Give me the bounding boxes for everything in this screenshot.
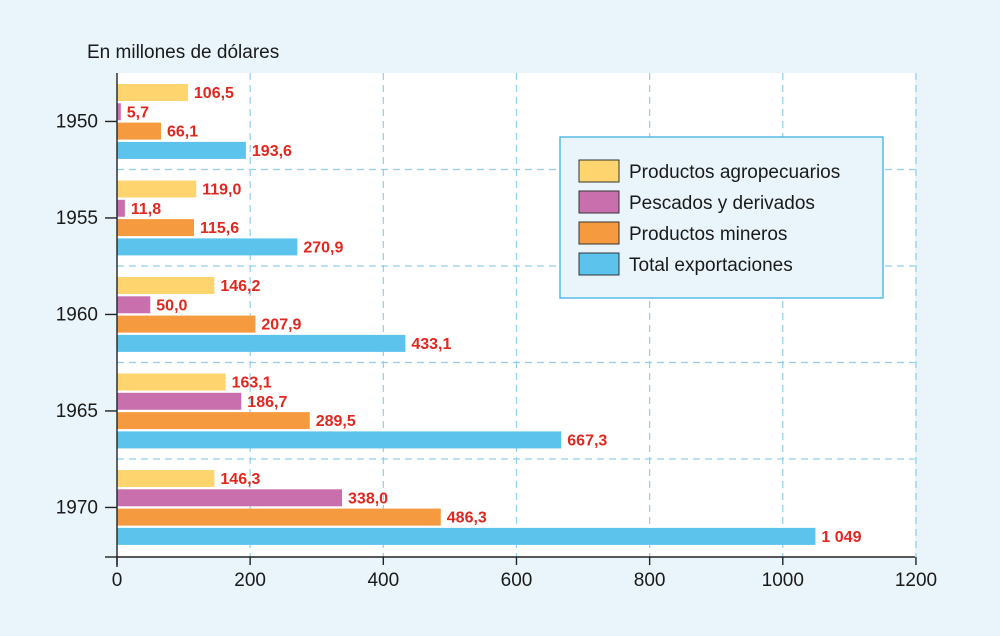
y-tick-label: 1965: [56, 401, 98, 422]
axes: 1950 1955 1960 1965 1970 0 200 400 600 800 1000 120…: [56, 73, 937, 591]
data-label: 50,0: [156, 297, 187, 314]
data-label: 11,8: [131, 201, 161, 218]
x-tick-label: 400: [367, 570, 399, 591]
y-tick-label: 1970: [56, 497, 98, 518]
legend-swatch: [578, 252, 620, 276]
data-label: 119,0: [202, 182, 241, 199]
bar: [117, 103, 121, 121]
bar: [117, 392, 242, 410]
bar: [117, 296, 151, 314]
data-label: 486,3: [447, 510, 487, 527]
unit-label: En millones de dólares: [87, 42, 279, 63]
legend-label: Pescados y derivados: [629, 193, 815, 214]
data-label: 193,6: [252, 143, 292, 160]
bars: [117, 84, 816, 545]
bar: [117, 277, 215, 294]
data-label: 5,7: [127, 104, 149, 121]
legend-swatch: [578, 159, 620, 183]
bar: [117, 334, 406, 352]
y-tick-label: 1955: [56, 208, 98, 229]
legend-label: Productos mineros: [629, 224, 787, 245]
data-label: 106,5: [194, 85, 234, 102]
data-label: 667,3: [567, 432, 607, 449]
value-labels: 106,5 5,7 66,1 193,6 119,0 11,8 115,6 270,9 146,…: [127, 85, 862, 546]
bar: [117, 508, 441, 526]
legend: Productos agropecuarios Pescados y deriva…: [559, 136, 884, 299]
bar: [117, 373, 226, 391]
data-label: 186,7: [247, 394, 287, 411]
data-label: 115,6: [200, 220, 239, 237]
x-tick-label: 800: [634, 570, 666, 591]
data-label: 1 049: [821, 529, 861, 546]
data-label: 289,5: [316, 413, 356, 430]
data-label: 163,1: [232, 375, 272, 392]
grid-lines: [117, 73, 917, 557]
x-tick-label: 200: [234, 570, 266, 591]
bar: [117, 238, 298, 256]
bar: [117, 470, 215, 487]
bar: [117, 315, 256, 333]
bar: [117, 122, 162, 140]
data-label: 146,3: [220, 471, 260, 488]
data-label: 433,1: [411, 336, 451, 353]
bar: [117, 180, 197, 198]
data-label: 66,1: [167, 124, 198, 141]
x-tick-label: 1000: [762, 570, 804, 591]
data-label: 338,0: [348, 490, 388, 507]
bar: [117, 527, 816, 545]
bar: [117, 412, 310, 430]
legend-label: Productos agropecuarios: [629, 162, 840, 183]
data-label: 270,9: [303, 239, 343, 256]
legend-swatch: [578, 190, 620, 214]
x-tick-label: 600: [501, 570, 533, 591]
bar: [117, 84, 188, 101]
y-tick-label: 1960: [56, 304, 98, 325]
x-tick-label: 0: [112, 570, 123, 591]
bar: [117, 489, 343, 507]
bar: [117, 431, 562, 449]
data-label: 207,9: [261, 317, 301, 334]
data-label: 146,2: [220, 278, 260, 295]
legend-label: Total exportaciones: [629, 255, 793, 276]
legend-swatch: [578, 221, 620, 245]
bar: [117, 141, 246, 159]
y-tick-label: 1950: [56, 111, 98, 132]
bar: [117, 199, 125, 217]
bar: [117, 219, 194, 237]
x-tick-label: 1200: [895, 570, 937, 591]
